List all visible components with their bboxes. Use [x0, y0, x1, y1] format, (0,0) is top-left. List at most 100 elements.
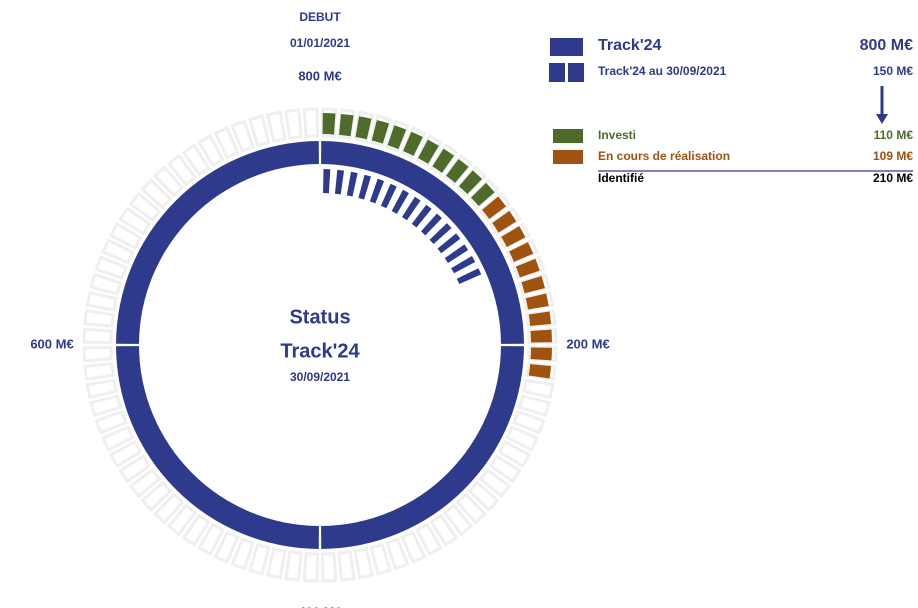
background-cell [369, 542, 393, 576]
background-cell [213, 530, 240, 564]
background-cell [302, 107, 320, 139]
total-ring [321, 346, 524, 549]
background-cell [118, 454, 152, 484]
background-cell [181, 513, 211, 547]
background-cell [505, 425, 539, 452]
background-cell [83, 362, 115, 381]
start-date: 01/01/2021 [290, 36, 350, 50]
background-cell [140, 480, 173, 512]
progress-cell [346, 171, 358, 197]
tick-label: 200 M€ [566, 336, 609, 351]
background-cell [85, 378, 118, 400]
legend-value: 800 M€ [860, 37, 913, 54]
progress-cell [401, 196, 421, 221]
background-cell [265, 547, 287, 580]
background-cell [166, 153, 198, 187]
legend-swatch [553, 129, 583, 143]
background-cell [213, 126, 240, 160]
background-cell [166, 503, 198, 537]
background-cell [512, 410, 546, 435]
arrow-head [876, 114, 888, 124]
progress-cell [451, 256, 476, 274]
progress-cell [380, 183, 397, 209]
total-ring [321, 141, 524, 344]
series-cell [530, 347, 552, 361]
progress-cell [429, 223, 452, 244]
tick-label: 400 M€ [298, 604, 341, 608]
background-cell [82, 327, 114, 345]
background-cell [415, 522, 443, 557]
background-cell [337, 550, 356, 582]
series-cell [492, 210, 517, 233]
background-cell [467, 480, 500, 512]
background-cell [478, 467, 512, 499]
start-label: DEBUT [299, 10, 341, 24]
legend-label: Track'24 au 30/09/2021 [598, 64, 727, 78]
total-ring [116, 141, 319, 344]
background-cell [247, 542, 271, 576]
background-cell [118, 206, 152, 236]
series-cell [530, 329, 552, 343]
progress-cell [323, 169, 331, 194]
background-cell [488, 454, 522, 484]
background-cell [140, 178, 173, 210]
progress-cell [334, 169, 345, 195]
background-cell [455, 492, 487, 525]
series-cell [528, 364, 552, 379]
legend-value: 110 M€ [874, 128, 914, 142]
progress-cell [358, 174, 372, 200]
background-cell [247, 114, 271, 148]
background-cell [108, 222, 143, 250]
background-cell [153, 165, 185, 198]
center-title: Status [289, 306, 350, 328]
background-cell [353, 547, 375, 580]
total-ring [116, 346, 319, 549]
background-cell [517, 394, 551, 418]
series-cell [509, 242, 534, 262]
series-cell [432, 148, 455, 173]
background-cell [128, 191, 162, 223]
series-cell [528, 311, 552, 326]
legend-swatch [549, 63, 565, 82]
background-cell [284, 108, 303, 140]
series-cell [525, 293, 549, 310]
background-cell [284, 550, 303, 582]
background-cell [153, 492, 185, 525]
series-cell [458, 170, 483, 195]
background-cell [82, 345, 114, 363]
background-cell [429, 513, 459, 547]
tick-label: 800 M€ [298, 68, 341, 83]
series-cell [501, 226, 526, 247]
legend-value: 109 M€ [873, 149, 913, 163]
background-cell [400, 530, 427, 564]
center-title: Track'24 [280, 340, 360, 362]
progress-cell [369, 178, 385, 204]
progress-cell [391, 189, 409, 214]
background-cell [101, 425, 135, 452]
series-cell [371, 120, 390, 144]
background-cell [108, 440, 143, 468]
background-cell [128, 467, 162, 499]
series-cell [515, 258, 540, 278]
series-cell [418, 139, 439, 164]
background-cell [89, 272, 123, 296]
background-cell [181, 143, 211, 177]
progress-cell [411, 204, 432, 228]
background-cell [230, 119, 255, 153]
background-cell [302, 551, 320, 583]
series-cell [446, 158, 469, 183]
background-cell [94, 255, 128, 280]
background-cell [89, 394, 123, 418]
background-cell [197, 133, 225, 168]
series-cell [355, 116, 372, 140]
center-date: 30/09/2021 [290, 370, 350, 384]
legend-value: 150 M€ [873, 64, 913, 78]
background-cell [265, 110, 287, 143]
series-cell [322, 113, 336, 135]
series-cell [521, 275, 545, 294]
legend-label: En cours de réalisation [598, 149, 730, 163]
background-cell [94, 410, 128, 435]
background-cell [320, 551, 338, 583]
series-cell [482, 196, 507, 219]
